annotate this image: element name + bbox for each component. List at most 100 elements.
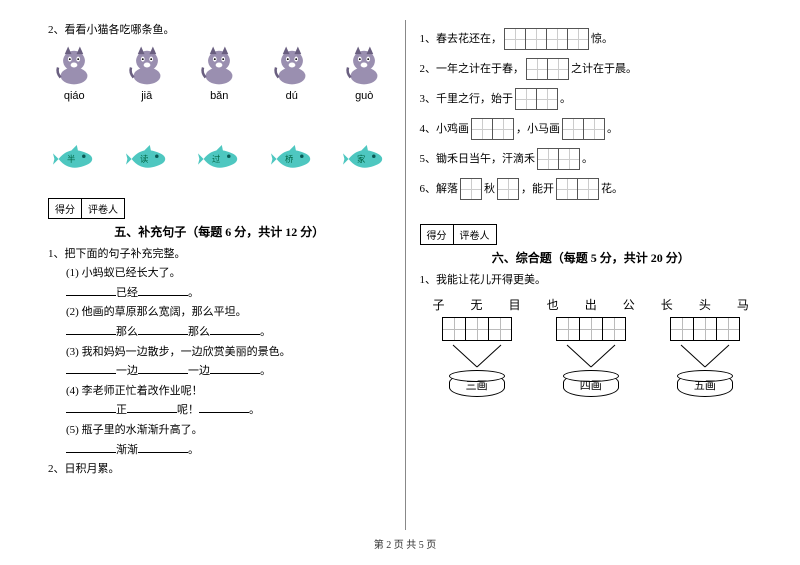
grid-group — [515, 88, 558, 110]
s5-item-fill: 正呢！。 — [48, 402, 391, 420]
grid-cell — [497, 178, 519, 200]
blank — [66, 402, 116, 413]
grid-cell — [526, 58, 548, 80]
grid-cell — [584, 118, 605, 140]
bin-stack: 三画 — [442, 317, 512, 397]
blank — [138, 324, 188, 335]
combine-row: 三画 四画 五画 — [420, 317, 763, 397]
grid-cell — [562, 118, 584, 140]
svg-text:读: 读 — [140, 153, 149, 163]
char-option: 子 — [427, 296, 451, 313]
blank — [66, 285, 116, 296]
grid-group — [497, 178, 519, 200]
grader-label: 评卷人 — [454, 225, 496, 244]
grid-cell — [537, 148, 559, 170]
bin-stack: 四画 — [556, 317, 626, 397]
pinyin-row: qiáojiābǎndúguò — [48, 90, 391, 102]
s5-q2: 2、日积月累。 — [48, 461, 391, 479]
q2-intro: 2、看看小猫各吃哪条鱼。 — [48, 22, 391, 40]
page: 2、看看小猫各吃哪条鱼。 — [0, 0, 800, 565]
blank — [138, 363, 188, 374]
fish-icon: 过 — [198, 144, 240, 174]
svg-text:半: 半 — [67, 153, 75, 163]
grid-cell — [548, 58, 569, 80]
grid-cell — [559, 148, 580, 170]
score-label: 得分 — [421, 225, 454, 244]
right-column: 1、春去花还在，惊。2、一年之计在于春，之计在于晨。3、千里之行，始于。4、小鸡… — [412, 20, 771, 530]
s5-item: (2) 他画的草原那么宽阔，那么平坦。 — [48, 304, 391, 322]
funnel-icon — [675, 341, 735, 371]
cat-icon — [198, 44, 240, 86]
char-option: 也 — [541, 296, 565, 313]
grid-group — [526, 58, 569, 80]
char-option: 马 — [731, 296, 755, 313]
triplet-grid — [442, 317, 512, 341]
pinyin-label: dú — [271, 90, 313, 102]
bin-stack: 五画 — [670, 317, 740, 397]
char-option: 公 — [617, 296, 641, 313]
cat-icon — [126, 44, 168, 86]
grid-cell — [504, 28, 526, 50]
char-option: 目 — [503, 296, 527, 313]
grader-label: 评卷人 — [82, 199, 124, 218]
char-option: 长 — [655, 296, 679, 313]
grid-cell — [471, 118, 493, 140]
pinyin-label: guò — [343, 90, 385, 102]
fill-line: 5、锄禾日当午，汗滴禾。 — [420, 148, 763, 170]
char-option: 无 — [465, 296, 489, 313]
grid-group — [562, 118, 605, 140]
s5-item-fill: 那么那么。 — [48, 324, 391, 342]
blank — [66, 324, 116, 335]
blank — [138, 285, 188, 296]
columns: 2、看看小猫各吃哪条鱼。 — [40, 20, 770, 530]
grid-cell — [568, 28, 589, 50]
s5-item: (3) 我和妈妈一边散步，一边欣赏美丽的景色。 — [48, 344, 391, 362]
fish-icon: 家 — [343, 144, 385, 174]
blank — [210, 324, 260, 335]
blank — [199, 402, 249, 413]
fill-lines: 1、春去花还在，惊。2、一年之计在于春，之计在于晨。3、千里之行，始于。4、小鸡… — [420, 28, 763, 200]
score-box-5: 得分 评卷人 — [48, 198, 125, 219]
svg-text:桥: 桥 — [285, 153, 294, 163]
bin-label: 三画 — [449, 373, 505, 397]
fish-icon: 半 — [53, 144, 95, 174]
section-5-title: 五、补充句子（每题 6 分，共计 12 分） — [48, 223, 391, 240]
s5-item: (5) 瓶子里的水渐渐升高了。 — [48, 422, 391, 440]
triplet-grid — [670, 317, 740, 341]
s5-q1: 1、把下面的句子补充完整。 — [48, 246, 391, 264]
blank — [66, 442, 116, 453]
grid-cell — [537, 88, 558, 110]
svg-text:家: 家 — [357, 153, 366, 163]
fill-line: 2、一年之计在于春，之计在于晨。 — [420, 58, 763, 80]
s5-item-fill: 一边一边。 — [48, 363, 391, 381]
cat-icon — [53, 44, 95, 86]
grid-group — [556, 178, 599, 200]
svg-text:过: 过 — [212, 153, 221, 163]
blank — [66, 363, 116, 374]
grid-group — [471, 118, 514, 140]
blank — [210, 363, 260, 374]
page-footer: 第 2 页 共 5 页 — [40, 536, 770, 551]
fish-icon: 桥 — [271, 144, 313, 174]
chars-row: 子无目也出公长头马 — [420, 296, 763, 313]
cat-icon — [271, 44, 313, 86]
pinyin-label: jiā — [126, 90, 168, 102]
grid-cell — [578, 178, 599, 200]
left-column: 2、看看小猫各吃哪条鱼。 — [40, 20, 399, 530]
bin-label: 五画 — [677, 373, 733, 397]
grid-cell — [526, 28, 547, 50]
fill-line: 1、春去花还在，惊。 — [420, 28, 763, 50]
grid-cell — [493, 118, 514, 140]
s5-list: (1) 小蚂蚁已经长大了。已经。(2) 他画的草原那么宽阔，那么平坦。那么那么。… — [48, 265, 391, 459]
char-option: 出 — [579, 296, 603, 313]
funnel-icon — [561, 341, 621, 371]
s5-item: (4) 李老师正忙着改作业呢！ — [48, 383, 391, 401]
grid-cell — [460, 178, 482, 200]
triplet-grid — [556, 317, 626, 341]
fish-icon: 读 — [126, 144, 168, 174]
fill-line: 4、小鸡画，小马画。 — [420, 118, 763, 140]
s5-item-fill: 渐渐。 — [48, 442, 391, 460]
column-divider — [405, 20, 406, 530]
grid-cell — [547, 28, 568, 50]
fish-row: 半 读 过 桥 家 — [48, 144, 391, 174]
